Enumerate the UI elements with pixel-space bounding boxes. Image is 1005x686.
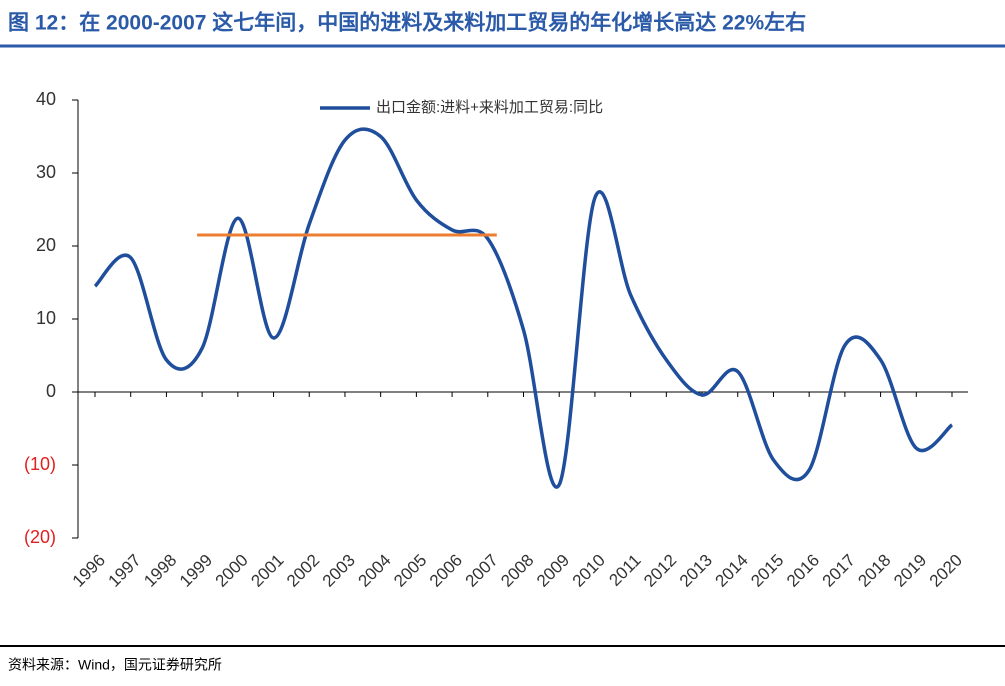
x-tick-label: 2006 — [426, 551, 466, 591]
x-tick-label: 2005 — [390, 551, 430, 591]
x-tick-label: 2001 — [247, 551, 287, 591]
x-tick-label: 2002 — [283, 551, 323, 591]
y-tick-label: 0 — [46, 381, 56, 401]
x-tick-label: 2000 — [212, 551, 252, 591]
series-line — [93, 127, 954, 489]
x-tick-label: 1997 — [105, 551, 145, 591]
x-tick-label: 2004 — [354, 551, 394, 591]
x-tick-label: 2003 — [319, 551, 359, 591]
x-tick-label: 1996 — [69, 551, 109, 591]
x-tick-label: 1999 — [176, 551, 216, 591]
x-tick-label: 2018 — [854, 551, 894, 591]
y-tick-label: (20) — [24, 527, 56, 547]
x-tick-label: 2012 — [640, 551, 680, 591]
x-tick-label: 2008 — [497, 551, 537, 591]
x-tick-label: 2016 — [783, 551, 823, 591]
y-tick-label: 30 — [36, 162, 56, 182]
x-tick-label: 2009 — [533, 551, 573, 591]
x-tick-label: 2007 — [462, 551, 502, 591]
source: 资料来源：Wind，国元证券研究所 — [8, 657, 222, 673]
y-tick-label: 20 — [36, 235, 56, 255]
y-tick-label: 10 — [36, 308, 56, 328]
legend-label: 出口金额:进料+来料加工贸易:同比 — [376, 99, 603, 116]
y-tick-label: 40 — [36, 89, 56, 109]
x-tick-label: 2011 — [605, 551, 644, 590]
x-tick-label: 2014 — [712, 551, 752, 591]
x-tick-label: 2017 — [819, 551, 859, 591]
x-tick-label: 2010 — [569, 551, 609, 591]
x-tick-label: 2020 — [926, 551, 966, 591]
chart-title: 图 12：在 2000-2007 这七年间，中国的进料及来料加工贸易的年化增长高… — [8, 11, 806, 35]
x-tick-label: 2015 — [747, 551, 787, 591]
x-tick-label: 1998 — [140, 551, 180, 591]
y-tick-label: (10) — [24, 454, 56, 474]
x-tick-label: 2019 — [890, 551, 930, 591]
x-tick-label: 2013 — [676, 551, 716, 591]
